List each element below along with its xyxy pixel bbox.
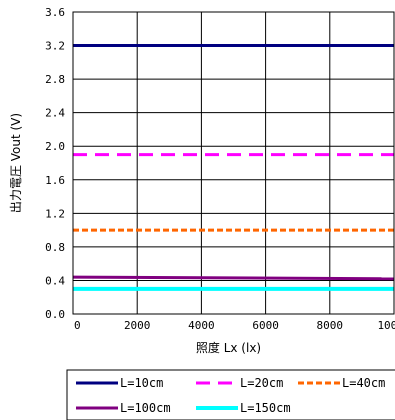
- y-tick-label: 0.4: [45, 274, 65, 287]
- x-tick-label: 2000: [124, 319, 151, 332]
- y-axis-label: 出力電圧 Vout (V): [9, 113, 23, 213]
- y-tick-label: 1.6: [45, 174, 65, 187]
- plot-frame: [72, 11, 395, 315]
- y-tick-label: 3.6: [45, 6, 65, 19]
- series-lines: [72, 44, 395, 291]
- y-tick-label: 1.2: [45, 207, 65, 220]
- y-tick-label: 2.0: [45, 140, 65, 153]
- legend: L=10cm L=20cm L=40cm L=100cm L=150cm: [76, 376, 385, 415]
- y-tick-label: 3.2: [45, 40, 65, 53]
- x-tick-label: 10000: [377, 319, 395, 332]
- x-tick-label: 0: [74, 319, 81, 332]
- legend-label: L=150cm: [240, 401, 291, 415]
- y-tick-labels: 0.0 0.4 0.8 1.2 1.6 2.0 2.4 2.8 3.2 3.6: [45, 6, 65, 321]
- legend-label: L=40cm: [342, 376, 385, 390]
- legend-box: [66, 369, 395, 420]
- y-tick-label: 2.4: [45, 107, 65, 120]
- x-tick-label: 6000: [252, 319, 279, 332]
- legend-label: L=20cm: [240, 376, 283, 390]
- x-tick-label: 8000: [317, 319, 344, 332]
- x-axis-label: 照度 Lx (lx): [196, 340, 261, 355]
- x-tick-labels: 0 2000 4000 6000 8000 10000: [74, 319, 395, 332]
- y-tick-label: 2.8: [45, 73, 65, 86]
- legend-label: L=10cm: [120, 376, 163, 390]
- x-tick-label: 4000: [188, 319, 215, 332]
- y-tick-label: 0.0: [45, 308, 65, 321]
- legend-label: L=100cm: [120, 401, 171, 415]
- y-tick-label: 0.8: [45, 241, 65, 254]
- series-line: [72, 275, 395, 281]
